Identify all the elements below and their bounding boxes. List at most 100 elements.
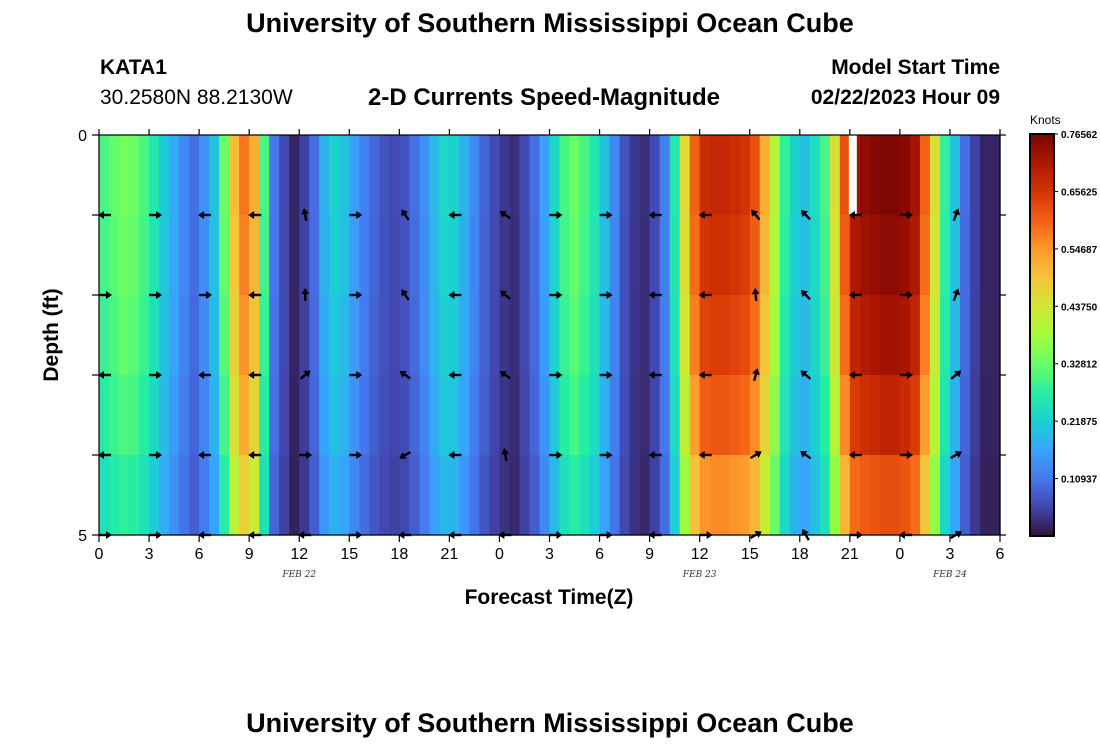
heatmap-cell bbox=[819, 295, 831, 376]
current-arrow bbox=[751, 209, 761, 221]
heatmap-cell bbox=[539, 135, 551, 216]
heatmap-cell bbox=[859, 295, 871, 376]
heatmap-cell bbox=[879, 455, 891, 536]
current-arrow bbox=[248, 211, 262, 219]
heatmap-cell bbox=[919, 215, 931, 296]
x-tick-label: 6 bbox=[996, 546, 1005, 563]
heatmap-cell bbox=[599, 215, 611, 296]
heatmap-cell bbox=[349, 135, 360, 216]
heatmap-cell bbox=[259, 375, 270, 456]
heatmap-cell bbox=[899, 455, 911, 536]
heatmap-cell bbox=[669, 135, 681, 216]
heatmap-cell bbox=[139, 455, 150, 536]
chart-subtitle: 2-D Currents Speed-Magnitude bbox=[368, 84, 721, 111]
arrow-head bbox=[499, 210, 507, 218]
arrow-head bbox=[301, 208, 309, 215]
heatmap-cell bbox=[339, 295, 350, 376]
heatmap-cell bbox=[469, 455, 481, 536]
arrow-head bbox=[301, 288, 310, 294]
heatmap-cell bbox=[869, 455, 881, 536]
heatmap-cell bbox=[119, 215, 130, 296]
heatmap-cell bbox=[509, 295, 521, 376]
heatmap-cell bbox=[539, 375, 551, 456]
heatmap-cell bbox=[739, 455, 751, 536]
heatmap-cell bbox=[979, 215, 991, 296]
arrow-head bbox=[848, 451, 855, 459]
heatmap-cell bbox=[989, 375, 1001, 456]
x-tick-label: 3 bbox=[945, 546, 954, 563]
heatmap-cell bbox=[859, 215, 871, 296]
colorbar-gradient bbox=[1029, 133, 1055, 537]
heatmap-cell bbox=[419, 135, 430, 216]
heatmap-cell bbox=[539, 455, 551, 536]
heatmap-cell bbox=[469, 135, 481, 216]
heatmap-cell bbox=[739, 135, 751, 216]
current-arrow bbox=[800, 450, 812, 460]
current-arrow bbox=[149, 211, 163, 219]
heatmap-cell bbox=[839, 295, 851, 376]
heatmap-cell bbox=[829, 135, 841, 216]
heatmap-cell bbox=[419, 455, 430, 536]
heatmap-cell bbox=[409, 135, 420, 216]
heatmap-cell bbox=[179, 295, 190, 376]
heatmap-cell bbox=[649, 215, 661, 296]
heatmap-cell bbox=[309, 295, 320, 376]
heatmap-cell bbox=[359, 135, 370, 216]
heatmap-cell bbox=[209, 215, 220, 296]
x-tick-label: 3 bbox=[545, 546, 554, 563]
y-tick-label: 0 bbox=[78, 128, 87, 145]
arrow-head bbox=[751, 209, 759, 217]
arrow-head bbox=[954, 370, 962, 378]
heatmap-cell bbox=[539, 215, 551, 296]
heatmap-cell bbox=[419, 215, 430, 296]
current-arrow bbox=[952, 288, 961, 302]
heatmap-cell bbox=[619, 135, 631, 216]
current-arrow bbox=[349, 211, 363, 219]
heatmap-cell bbox=[209, 135, 220, 216]
heatmap-cell bbox=[349, 295, 360, 376]
heatmap-cell bbox=[959, 295, 971, 376]
heatmap-cell bbox=[789, 135, 801, 216]
heatmap-cell bbox=[759, 295, 771, 376]
heatmap-cell bbox=[329, 215, 340, 296]
current-arrow bbox=[198, 211, 212, 219]
heatmap-cell bbox=[489, 375, 501, 456]
heatmap-cell bbox=[589, 375, 601, 456]
heatmap-cell bbox=[869, 215, 881, 296]
heatmap-cell bbox=[729, 135, 741, 216]
heatmap-cell bbox=[189, 455, 200, 536]
heatmap-cell bbox=[479, 295, 491, 376]
heatmap-cell bbox=[769, 295, 781, 376]
model-start-value: 02/22/2023 Hour 09 bbox=[810, 86, 1000, 109]
heatmap-cell bbox=[379, 215, 390, 296]
heatmap-cell bbox=[609, 295, 621, 376]
arrow-head bbox=[356, 291, 363, 299]
heatmap-cell bbox=[799, 295, 811, 376]
colorbar-tick-label: 0.32812 bbox=[1061, 360, 1098, 371]
x-tick-label: 21 bbox=[440, 546, 458, 563]
heatmap-cell bbox=[549, 215, 561, 296]
heatmap-cell bbox=[549, 455, 561, 536]
heatmap-cell bbox=[159, 295, 170, 376]
heatmap-cell bbox=[719, 295, 731, 376]
x-tick-label: 0 bbox=[95, 546, 104, 563]
arrow-head bbox=[906, 211, 913, 219]
heatmap-cell bbox=[199, 135, 210, 216]
heatmap-cell bbox=[569, 215, 581, 296]
heatmap-cell bbox=[199, 375, 210, 456]
date-label: FEB 24 bbox=[932, 570, 967, 580]
heatmap-cell bbox=[649, 455, 661, 536]
heatmap-cell bbox=[409, 295, 420, 376]
arrow-head bbox=[801, 528, 809, 537]
arrow-head bbox=[556, 211, 563, 219]
heatmap-cell bbox=[579, 295, 591, 376]
heatmap-cell bbox=[729, 455, 741, 536]
heatmap-cell bbox=[869, 295, 881, 376]
heatmap-cell bbox=[249, 455, 260, 536]
heatmap-cell bbox=[429, 135, 440, 216]
arrow-head bbox=[556, 451, 563, 459]
heatmap-cell bbox=[969, 135, 981, 216]
heatmap-cell bbox=[919, 375, 931, 456]
heatmap-cell bbox=[799, 455, 811, 536]
heatmap-cell bbox=[219, 295, 230, 376]
